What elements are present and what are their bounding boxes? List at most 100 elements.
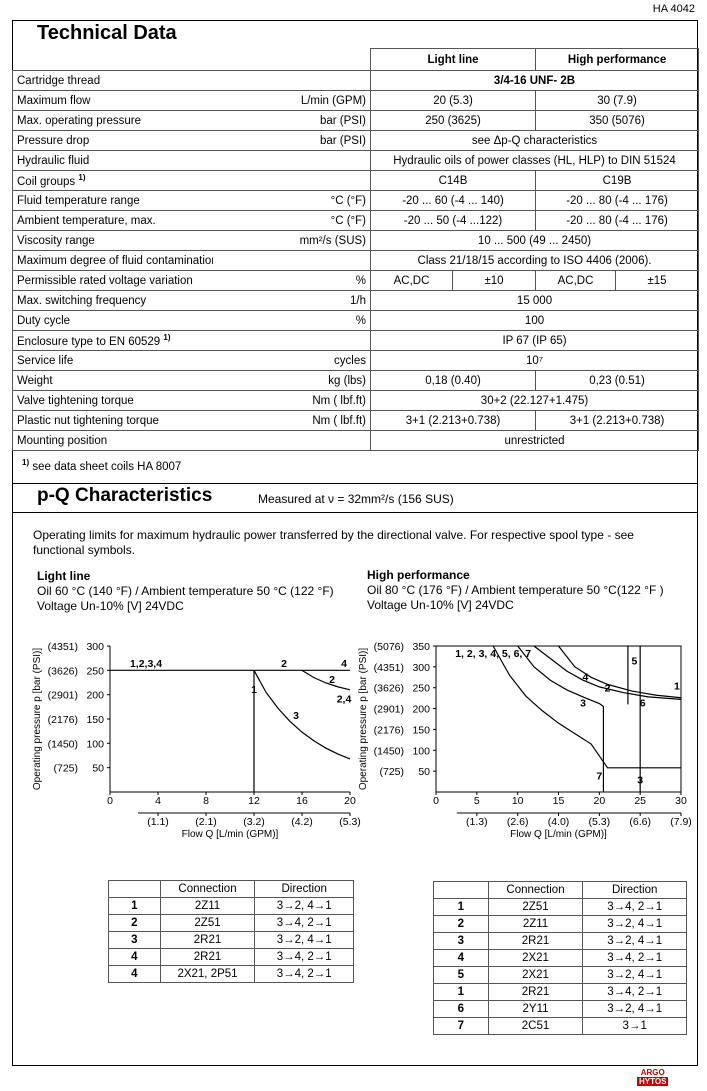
cell: 2Z51: [159, 914, 256, 932]
value: AC,DC: [370, 270, 453, 291]
table-row: 1 2Z51 3→4, 2→1: [433, 898, 687, 916]
cell: 3→2, 4→1: [582, 1000, 687, 1018]
cell: 2X21: [487, 966, 584, 984]
cell: 2X21: [487, 949, 584, 967]
spec-row: Enclosure type to EN 60529 1) IP 67 (IP 6…: [12, 330, 700, 351]
cell: 3→4, 2→1: [254, 948, 354, 966]
curve-label: 1: [674, 681, 680, 693]
label-text: Coil groups: [17, 175, 76, 188]
unit-text: mm²/s (SUS): [299, 234, 366, 247]
title: Technical Data: [37, 22, 177, 44]
x2-tick-label: (2.1): [195, 816, 217, 828]
cell: 2C51: [487, 1017, 584, 1035]
frame: [12, 20, 698, 1066]
x-tick-label: 4: [155, 795, 161, 807]
value: ±10: [451, 270, 537, 291]
cell: 2R21: [159, 948, 256, 966]
label-text: Permissible rated voltage variation: [17, 274, 193, 287]
label-text: Viscosity range: [17, 234, 95, 247]
cell: 2Y11: [487, 1000, 584, 1018]
cell-number: 1: [433, 983, 489, 1001]
curve-label: 3: [637, 774, 643, 786]
label-text: Maximum flow: [17, 94, 91, 107]
curve: [301, 669, 351, 691]
table-row: 4 2X21, 2P51 3→4, 2→1: [108, 965, 354, 983]
table-row: 2 2Z11 3→2, 4→1: [433, 915, 687, 933]
table-row: 3 2R21 3→2, 4→1: [433, 932, 687, 950]
cell: 3→2, 4→1: [254, 931, 354, 949]
spec-row: Valve tightening torque Nm ( lbf.ft) 30+2 …: [12, 390, 700, 411]
label-text: Cartridge thread: [17, 74, 101, 87]
cell: 3→4, 2→1: [254, 914, 354, 932]
unit-text: Nm ( lbf.ft): [312, 414, 366, 427]
logo-top: ARGO: [640, 1068, 665, 1077]
x2-tick-label: (6.6): [629, 816, 651, 828]
row-unit: bar (PSI): [212, 110, 371, 131]
label-text: Max. switching frequency: [17, 294, 147, 307]
spec-row: Mounting position unrestricted: [12, 430, 700, 451]
x2-tick-label: (5.3): [589, 816, 611, 828]
label-text: Maximum degree of fluid contamination: [17, 254, 213, 267]
curve-label: 1, 2, 3, 4, 5, 6, 7: [455, 648, 531, 660]
rule: [12, 483, 698, 484]
unit-text: kg (lbs): [328, 374, 366, 387]
high-block: High performance Oil 80 °C (176 °F) / Am…: [367, 568, 664, 613]
cell-number: 5: [433, 966, 489, 984]
unit-text: %: [355, 314, 366, 327]
rule: [12, 512, 698, 513]
cell: 2R21: [487, 983, 584, 1001]
x-tick-label: 10: [512, 795, 524, 807]
spec-row: Cartridge thread 3/4-16 UNF- 2B: [12, 70, 700, 91]
y-tick-label: 300: [86, 641, 104, 653]
curve-label: 2: [281, 658, 287, 670]
x-tick-label: 8: [203, 795, 209, 807]
column-header: Direction: [582, 881, 687, 899]
unit-text: L/min (GPM): [300, 94, 366, 107]
x-tick-label: 20: [344, 795, 356, 807]
y2-tick-label: (1450): [48, 738, 78, 750]
header-row: Connection Direction: [433, 881, 687, 899]
table-row: 6 2Y11 3→2, 4→1: [433, 1000, 687, 1018]
curve-label: 2: [605, 683, 611, 695]
value: see Δp-Q characteristics: [369, 130, 700, 151]
cell-number: 6: [433, 1000, 489, 1018]
cell: 3→2, 4→1: [582, 915, 687, 933]
charts: 50100150200250300(725)(1450)(2176)(2901)…: [32, 641, 692, 840]
spec-row: Pressure drop bar (PSI) see Δp-Q character…: [12, 130, 700, 151]
x-tick-label: 30: [675, 795, 687, 807]
light-line: Voltage Un-10% [V] 24VDC: [37, 599, 184, 613]
cell-number: 4: [108, 948, 161, 966]
spec-row: Hydraulic fluid Hydraulic oils of power c…: [12, 150, 700, 171]
x-tick-label: 16: [296, 795, 308, 807]
y2-tick-label: (1450): [374, 745, 404, 757]
cell-number: 7: [433, 1017, 489, 1035]
row-unit: kg (lbs): [212, 370, 371, 391]
connection-table: Connection Direction 1 2Z11 3→2, 4→1 2 2Z51 3→4…: [108, 880, 354, 983]
cell-number: 1: [433, 898, 489, 916]
column-header: Connection: [159, 880, 256, 898]
y-tick-label: 50: [418, 766, 430, 778]
y-axis-title: Operating pressure p [bar (PSI)]: [358, 648, 369, 791]
unit-text: Nm ( lbf.ft): [312, 394, 366, 407]
blank: [433, 881, 489, 899]
high-title: High performance: [367, 568, 470, 582]
cell-number: 4: [108, 965, 161, 983]
x2-tick-label: (2.6): [507, 816, 529, 828]
y2-tick-label: (4351): [374, 662, 404, 674]
unit-text: 1/h: [350, 294, 366, 307]
y2-tick-label: (725): [379, 766, 404, 778]
row-label: Maximum degree of fluid contamination: [12, 250, 213, 271]
footnote-mark: 1): [22, 458, 30, 467]
row-label: Coil groups 1): [12, 170, 213, 191]
cell-number: 2: [108, 914, 161, 932]
doc-id: HA 4042: [652, 3, 695, 15]
label-text: Fluid temperature range: [17, 194, 140, 207]
unit-text: bar (PSI): [319, 134, 366, 147]
y-tick-label: 150: [86, 714, 104, 726]
curve-label: 7: [596, 770, 602, 782]
x2-tick-label: (3.2): [243, 816, 265, 828]
cell: 3→1: [582, 1017, 687, 1035]
label-text: Enclosure type to EN 60529: [17, 335, 161, 348]
row-label: Ambient temperature, max.: [12, 210, 213, 231]
